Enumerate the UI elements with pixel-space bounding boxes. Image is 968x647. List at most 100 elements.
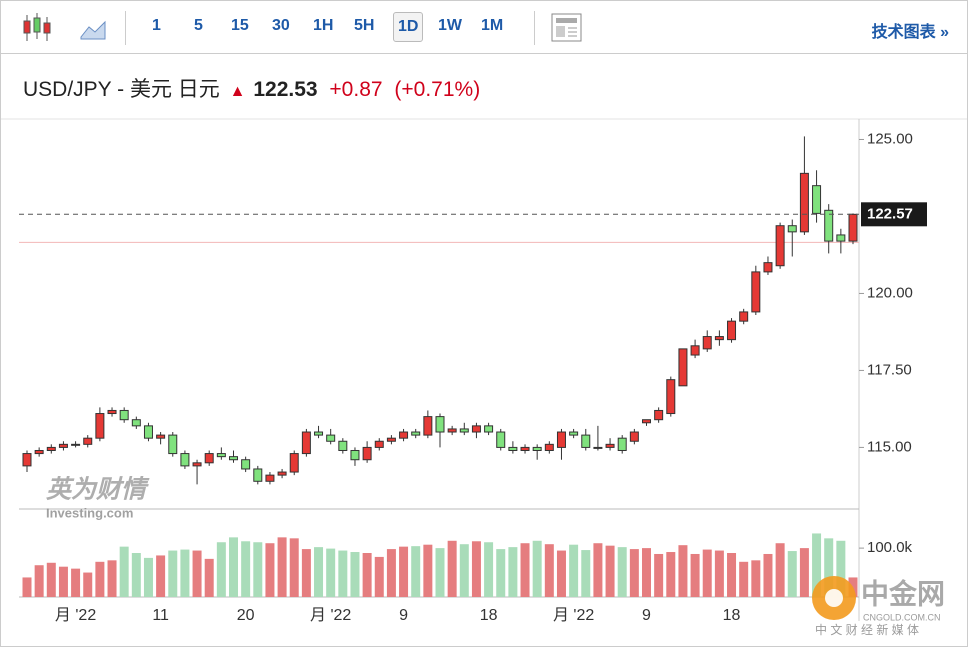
volume-bar <box>350 552 360 597</box>
x-tick-label: 20 <box>237 607 255 624</box>
x-tick-label: 18 <box>480 607 498 624</box>
interval-button[interactable]: 1D <box>393 12 424 42</box>
candle-body <box>569 431 579 436</box>
candle-body <box>83 437 93 445</box>
candle-body <box>581 434 591 448</box>
volume-bar <box>204 558 214 597</box>
last-price-label: 122.57 <box>867 205 913 222</box>
candle-body <box>836 234 846 242</box>
up-arrow: ▲ <box>229 83 246 100</box>
interval-button[interactable]: 1W <box>438 17 462 34</box>
candle-body <box>326 434 336 442</box>
tech-chart-link[interactable]: 技术图表 » <box>871 24 949 41</box>
candle-body <box>447 428 457 433</box>
candle-icon[interactable] <box>19 9 59 49</box>
volume-bar <box>338 550 348 597</box>
candle-body <box>46 446 56 451</box>
candle-body <box>848 213 858 242</box>
volume-bar <box>581 550 591 597</box>
interval-button[interactable]: 15 <box>231 17 249 34</box>
candle-body <box>131 419 141 427</box>
candle-body <box>763 262 773 273</box>
candle-body <box>605 443 615 448</box>
candle-body <box>787 225 797 233</box>
volume-bar <box>836 540 846 597</box>
candle-body <box>727 320 737 341</box>
candle-body <box>301 431 311 455</box>
candle-body <box>520 446 530 451</box>
interval-button[interactable]: 5 <box>194 17 203 34</box>
price: 122.53 <box>253 78 318 101</box>
candle-body <box>216 453 226 458</box>
layout-icon[interactable] <box>551 13 583 43</box>
volume-bar <box>265 543 275 597</box>
volume-bar <box>22 577 32 597</box>
interval-button[interactable]: 1H <box>313 17 334 34</box>
volume-bar <box>569 544 579 597</box>
volume-bar <box>763 553 773 597</box>
candle-body <box>484 425 494 433</box>
quote-header: USD/JPY - 美元 日元 ▲ 122.53 +0.87 (+0.71%) <box>23 73 480 103</box>
interval-button[interactable]: 5H <box>354 17 375 34</box>
volume-bar <box>848 577 858 597</box>
interval-button[interactable]: 30 <box>272 17 290 34</box>
candle-body <box>241 459 251 470</box>
candle-body <box>423 416 433 436</box>
interval-button[interactable]: 1 <box>152 17 161 34</box>
candle-body <box>714 336 724 341</box>
change: +0.87 <box>329 78 383 101</box>
volume-bar <box>812 533 822 597</box>
volume-bar <box>799 548 809 597</box>
volume-bar <box>156 555 166 597</box>
candle-body <box>593 446 603 449</box>
volume-bar <box>362 553 372 597</box>
volume-bar <box>71 568 81 597</box>
candle-body <box>58 443 68 448</box>
volume-bar <box>216 542 226 597</box>
candle-body <box>411 431 421 436</box>
volume-bar <box>411 546 421 597</box>
volume-bar <box>496 549 506 597</box>
candle-body <box>95 413 105 439</box>
volume-bar <box>277 537 287 597</box>
separator <box>534 11 535 45</box>
site-watermark: 中金网 CNGOLD.COM.CN 中 文 财 经 新 媒 体 <box>812 576 945 637</box>
volume-bar <box>435 548 445 597</box>
candle-body <box>338 440 348 451</box>
volume-bar <box>46 562 56 597</box>
volume-bar <box>629 549 639 597</box>
change-pct: (+0.71%) <box>394 78 481 101</box>
watermark: 英为财情 <box>46 476 150 504</box>
line-icon[interactable] <box>79 13 109 43</box>
candle-body <box>435 416 445 433</box>
candle-body <box>277 471 287 476</box>
volume-bar <box>229 537 238 597</box>
volume-bar <box>314 547 324 597</box>
candle-body <box>544 443 554 451</box>
volume-bar <box>666 552 676 597</box>
candle-body <box>824 209 834 242</box>
volume-bar <box>447 540 457 597</box>
candle-body <box>678 348 688 387</box>
candle-body <box>739 311 749 322</box>
volume-bar <box>180 549 190 597</box>
watermark: CNGOLD.COM.CN <box>863 612 941 622</box>
candle-body <box>532 446 542 451</box>
candle-body <box>168 434 178 455</box>
volume-bar <box>532 540 542 597</box>
candle-body <box>459 428 469 433</box>
volume-bar <box>642 548 651 597</box>
candle-body <box>156 434 166 439</box>
volume-bar <box>399 546 409 597</box>
volume-bar <box>520 543 530 597</box>
volume-bar <box>83 572 93 597</box>
candle-body <box>471 425 481 433</box>
candle-body <box>350 449 360 461</box>
x-tick-label: 月 '22 <box>55 607 96 624</box>
interval-button[interactable]: 1M <box>481 17 504 34</box>
volume-bar <box>508 547 518 597</box>
volume-bar <box>751 560 761 597</box>
symbol: USD/JPY - 美元 日元 <box>23 78 220 101</box>
candle-body <box>812 185 822 214</box>
